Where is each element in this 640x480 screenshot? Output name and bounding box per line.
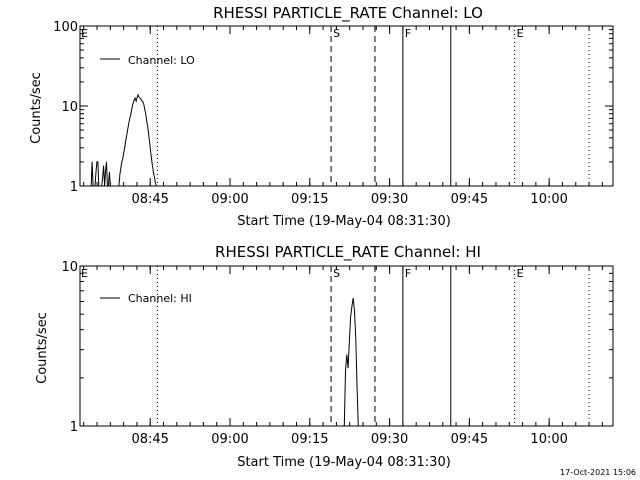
panel1-series-line <box>90 93 169 187</box>
panel2-ytick-label: 1 <box>70 420 78 435</box>
panel2-marker-label: E <box>81 267 88 280</box>
panel2-ytick-label: 10 <box>61 260 78 275</box>
panel2-xtick-label: 09:30 <box>371 432 408 447</box>
panel2-legend-label: Channel: HI <box>128 292 192 305</box>
panel1-plot: 1 10 100 08:45 09:00 09:15 09:30 09:45 10:00 E S F E <box>53 20 614 207</box>
panel2-xtick-label: 09:00 <box>211 432 248 447</box>
footer-timestamp: 17-Oct-2021 15:06 <box>560 468 636 477</box>
panel2-xtick-label: 10:00 <box>530 432 567 447</box>
panel1-xtick-label: 09:15 <box>291 192 328 207</box>
panel2-xlabel: Start Time (19-May-04 08:31:30) <box>237 455 451 470</box>
panel2-ylabel: Counts/sec <box>35 312 50 384</box>
panel1-xtick-label: 08:45 <box>131 192 168 207</box>
panel1-ylabel: Counts/sec <box>29 72 44 144</box>
panel1-xtick-label: 10:00 <box>530 192 567 207</box>
panel1-marker-label: F <box>405 27 411 40</box>
panel2-series-line <box>343 298 359 427</box>
panel1-xtick-label: 09:30 <box>371 192 408 207</box>
panel2-marker-label: S <box>333 267 340 280</box>
panel2-marker-label: F <box>405 267 411 280</box>
panel1-ytick-label: 10 <box>61 100 78 115</box>
panel2-frame <box>79 265 614 427</box>
panel1-ytick-label: 100 <box>53 20 78 35</box>
panel1-xlabel: Start Time (19-May-04 08:31:30) <box>237 214 451 229</box>
panel1-marker-label: E <box>517 27 524 40</box>
panel1-xtick-label: 09:00 <box>211 192 248 207</box>
panel2-xtick-label: 09:15 <box>291 432 328 447</box>
panel1-marker-label: S <box>333 27 340 40</box>
panel2-title: RHESSI PARTICLE_RATE Channel: HI <box>215 243 481 262</box>
panel1-marker-label: E <box>81 27 88 40</box>
panel2-plot: 1 10 08:45 09:00 09:15 09:30 09:45 10:00 E S F E <box>61 260 614 447</box>
panel2-xtick-label: 09:45 <box>451 432 488 447</box>
panel1-legend-label: Channel: LO <box>128 54 195 67</box>
panel1-title: RHESSI PARTICLE_RATE Channel: LO <box>213 4 483 23</box>
panel1-xtick-label: 09:45 <box>451 192 488 207</box>
panel1-ytick-label: 1 <box>70 180 78 195</box>
panel2-marker-label: E <box>517 267 524 280</box>
panel2-xtick-label: 08:45 <box>131 432 168 447</box>
